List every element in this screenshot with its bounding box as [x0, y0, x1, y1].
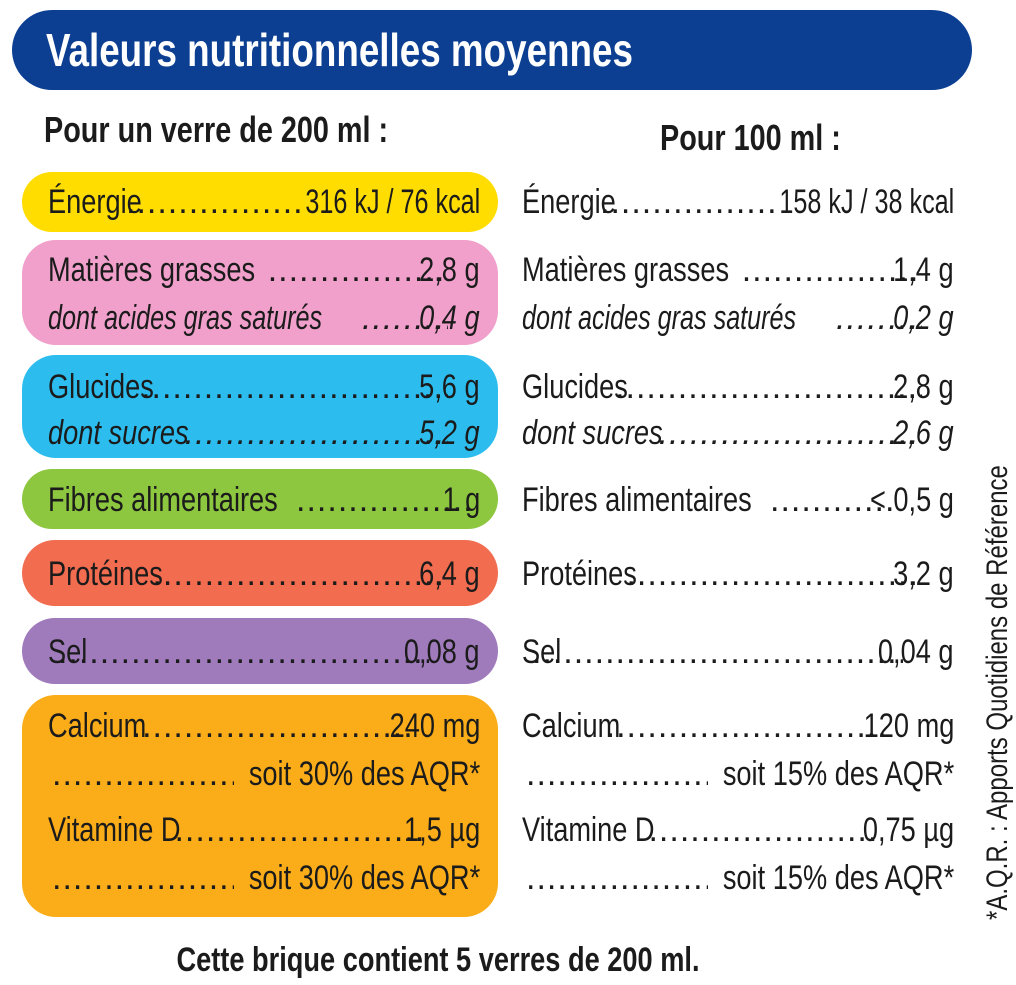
row-vitd-aqr-glass: soit 30% des AQR* — [48, 858, 480, 898]
row-salt-glass: Sel 0,08 g — [48, 632, 480, 672]
row-value: 0,75 µg — [862, 811, 954, 849]
row-fibre-glass: Fibres alimentaires 1 g — [48, 480, 480, 520]
row-value: 5,2 g — [419, 414, 481, 452]
leader-dots — [596, 182, 778, 222]
title-banner: Valeurs nutritionnelles moyennes — [12, 10, 972, 90]
leader-dots — [528, 632, 903, 672]
row-sugars-glass: dont sucres 5,2 g — [48, 413, 480, 453]
row-carbs-100ml: Glucides 2,8 g — [522, 367, 954, 407]
row-fat-glass: Matières grasses 2,8 g — [48, 250, 480, 290]
leader-dots — [522, 754, 708, 794]
row-value: 0,08 g — [404, 633, 480, 671]
leader-dots — [54, 632, 429, 672]
row-protein-glass: Protéines 6,4 g — [48, 554, 480, 594]
row-value: 1,5 µg — [403, 811, 480, 849]
leader-dots — [644, 810, 883, 850]
row-label: Glucides — [48, 368, 154, 406]
row-value: 0,2 g — [893, 299, 955, 337]
row-vitd-100ml: Vitamine D 0,75 µg — [522, 810, 954, 850]
row-value: 240 mg — [389, 707, 480, 745]
leader-dots — [622, 554, 921, 594]
row-value: 2,6 g — [893, 414, 955, 452]
page-title: Valeurs nutritionnelles moyennes — [46, 24, 633, 76]
row-label: Vitamine D — [522, 811, 655, 849]
row-label: dont sucres — [522, 414, 663, 452]
leader-dots — [611, 367, 921, 407]
row-value: 2,8 g — [419, 251, 481, 289]
row-label: Énergie — [522, 183, 616, 221]
row-value: 6,4 g — [419, 555, 481, 593]
row-vitd-glass: Vitamine D 1,5 µg — [48, 810, 480, 850]
row-label: Calcium — [48, 707, 147, 745]
row-value: soit 30% des AQR* — [248, 755, 480, 793]
row-label: dont acides gras saturés — [48, 299, 323, 337]
row-value: 158 kJ / 38 kcal — [779, 183, 954, 221]
row-calcium-glass: Calcium 240 mg — [48, 706, 480, 746]
row-fibre-100ml: Fibres alimentaires < 0,5 g — [522, 480, 954, 520]
column-header-per-100ml: Pour 100 ml : — [660, 117, 841, 158]
row-sugars-100ml: dont sucres 2,6 g — [522, 413, 954, 453]
leader-dots — [122, 182, 304, 222]
row-value: 0,04 g — [878, 633, 954, 671]
row-label: Calcium — [522, 707, 621, 745]
row-value: 0,4 g — [419, 299, 481, 337]
row-saturated-100ml: dont acides gras saturés 0,2 g — [522, 298, 954, 338]
column-header-per-glass: Pour un verre de 200 ml : — [44, 109, 389, 150]
row-label: dont sucres — [48, 414, 189, 452]
footer-note: Cette brique contient 5 verres de 200 ml… — [176, 941, 700, 979]
leader-dots — [148, 554, 447, 594]
row-label: dont acides gras saturés — [522, 299, 797, 337]
row-energy-100ml: Énergie 158 kJ / 38 kcal — [522, 182, 954, 222]
aqr-footnote: *A.Q.R. : Apports Quotidiens de Référenc… — [981, 465, 1014, 920]
leader-dots — [522, 858, 708, 898]
row-value: 120 mg — [863, 707, 954, 745]
leader-dots — [48, 858, 234, 898]
row-value: 5,6 g — [419, 368, 481, 406]
row-label: Protéines — [48, 555, 163, 593]
leader-dots — [602, 706, 884, 746]
row-saturated-glass: dont acides gras saturés 0,4 g — [48, 298, 480, 338]
row-label: Matières grasses — [48, 251, 256, 289]
row-value: 3,2 g — [893, 555, 955, 593]
row-value: soit 15% des AQR* — [722, 859, 954, 897]
row-fat-100ml: Matières grasses 1,4 g — [522, 250, 954, 290]
row-calcium-100ml: Calcium 120 mg — [522, 706, 954, 746]
row-protein-100ml: Protéines 3,2 g — [522, 554, 954, 594]
row-salt-100ml: Sel 0,04 g — [522, 632, 954, 672]
leader-dots — [655, 413, 922, 453]
row-value: 1,4 g — [893, 251, 955, 289]
row-label: Sel — [48, 633, 88, 671]
row-value: 1 g — [442, 481, 480, 519]
row-label: Énergie — [48, 183, 142, 221]
row-value: < 0,5 g — [870, 481, 954, 519]
leader-dots — [128, 706, 410, 746]
leader-dots — [48, 754, 234, 794]
row-value: soit 30% des AQR* — [248, 859, 480, 897]
row-calcium-aqr-glass: soit 30% des AQR* — [48, 754, 480, 794]
row-carbs-glass: Glucides 5,6 g — [48, 367, 480, 407]
row-calcium-aqr-100ml: soit 15% des AQR* — [522, 754, 954, 794]
row-label: Glucides — [522, 368, 628, 406]
row-value: soit 15% des AQR* — [722, 755, 954, 793]
leader-dots — [170, 810, 427, 850]
leader-dots — [137, 367, 447, 407]
row-label: Protéines — [522, 555, 637, 593]
row-value: 316 kJ / 76 kcal — [305, 183, 480, 221]
row-label: Sel — [522, 633, 562, 671]
leader-dots — [181, 413, 448, 453]
row-value: 2,8 g — [893, 368, 955, 406]
row-label: Fibres alimentaires — [48, 481, 278, 519]
row-label: Fibres alimentaires — [522, 481, 752, 519]
row-vitd-aqr-100ml: soit 15% des AQR* — [522, 858, 954, 898]
row-energy-glass: Énergie 316 kJ / 76 kcal — [48, 182, 480, 222]
row-label: Matières grasses — [522, 251, 730, 289]
row-label: Vitamine D — [48, 811, 181, 849]
